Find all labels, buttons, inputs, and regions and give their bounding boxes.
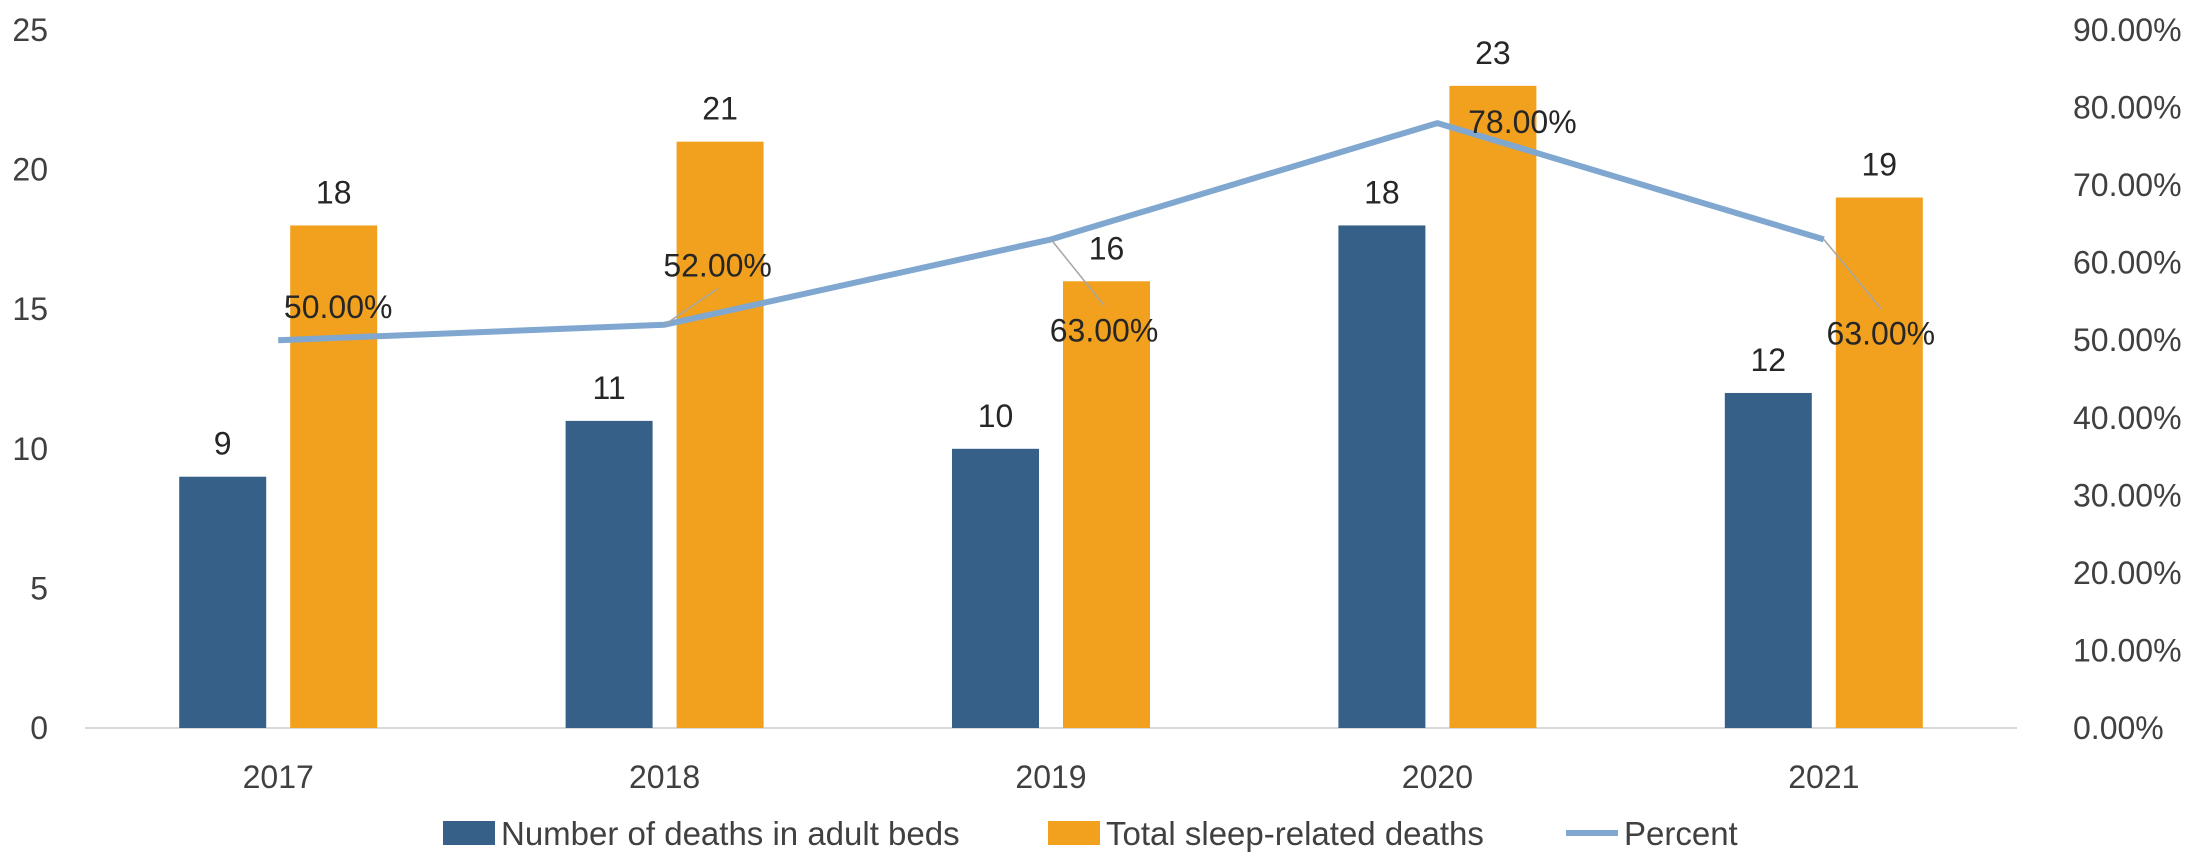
y-right-tick-label: 20.00%: [2073, 555, 2182, 591]
bar-adult-beds: [1338, 225, 1425, 728]
bar-data-label: 12: [1751, 342, 1787, 378]
y-right-tick-label: 0.00%: [2073, 710, 2164, 746]
y-left-tick-label: 25: [12, 12, 48, 48]
line-data-label: 78.00%: [1468, 104, 1577, 140]
y-left-tick-label: 10: [12, 431, 48, 467]
line-data-label: 63.00%: [1827, 315, 1936, 351]
y-right-tick-label: 10.00%: [2073, 632, 2182, 668]
y-right-tick-label: 70.00%: [2073, 167, 2182, 203]
x-tick-label: 2018: [629, 759, 700, 795]
legend: Number of deaths in adult beds Total slee…: [443, 815, 1738, 852]
y-left-tick-label: 15: [12, 291, 48, 327]
bar-data-label: 9: [214, 426, 232, 462]
bar-total-deaths: [677, 142, 764, 728]
bar-total-deaths: [1836, 198, 1923, 728]
bars: [179, 86, 1923, 728]
bar-data-label: 16: [1089, 230, 1125, 266]
bar-data-label: 11: [592, 370, 625, 406]
legend-swatch: [443, 821, 495, 845]
y-left-tick-label: 0: [30, 710, 48, 746]
bar-data-label: 19: [1862, 147, 1898, 183]
percent-line: [278, 123, 1824, 340]
bar-data-label: 10: [978, 398, 1014, 434]
bar-data-label: 18: [1364, 174, 1400, 210]
bar-total-deaths: [1449, 86, 1536, 728]
line-data-label: 52.00%: [663, 248, 772, 284]
bar-adult-beds: [179, 477, 266, 728]
legend-label: Number of deaths in adult beds: [501, 815, 960, 852]
x-tick-label: 2020: [1402, 759, 1473, 795]
x-tick-label: 2019: [1015, 759, 1086, 795]
y-left-tick-label: 5: [30, 570, 48, 606]
y-left-tick-label: 20: [12, 152, 48, 188]
bar-data-label: 18: [316, 174, 352, 210]
bar-data-label: 23: [1475, 35, 1511, 71]
y-right-tick-label: 80.00%: [2073, 90, 2182, 126]
y-right-tick-label: 30.00%: [2073, 477, 2182, 513]
line-data-label: 63.00%: [1050, 312, 1159, 348]
y-right-tick-label: 60.00%: [2073, 245, 2182, 281]
line-data-label: 50.00%: [284, 289, 393, 325]
y-right-tick-label: 90.00%: [2073, 12, 2182, 48]
x-tick-label: 2017: [243, 759, 314, 795]
x-tick-label: 2021: [1788, 759, 1859, 795]
legend-label: Percent: [1624, 815, 1738, 852]
legend-swatch: [1048, 821, 1100, 845]
bar-adult-beds: [952, 449, 1039, 728]
legend-label: Total sleep-related deaths: [1106, 815, 1484, 852]
bar-adult-beds: [566, 421, 653, 728]
bar-adult-beds: [1725, 393, 1812, 728]
percent-line-group: [278, 123, 1824, 340]
bar-data-label: 21: [702, 91, 738, 127]
y-right-tick-label: 40.00%: [2073, 400, 2182, 436]
y-right-tick-label: 50.00%: [2073, 322, 2182, 358]
